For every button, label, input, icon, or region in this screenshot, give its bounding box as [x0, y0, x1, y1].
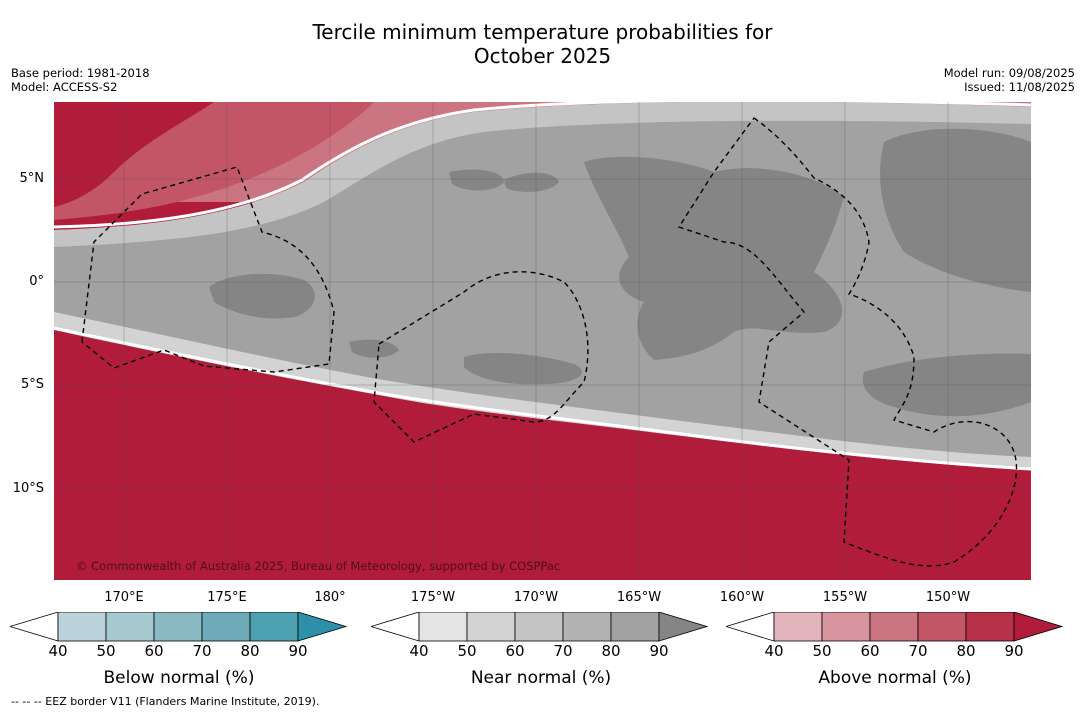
boundary-south — [54, 326, 1031, 471]
near-normal-dark-south — [464, 352, 583, 385]
above-tick-50: 50 — [812, 642, 832, 660]
above-extend-high — [1013, 612, 1064, 642]
title-line-1: Tercile minimum temperature probabilitie… — [312, 20, 773, 44]
copyright-notice: © Commonwealth of Australia 2025, Bureau… — [76, 559, 560, 573]
map-title: Tercile minimum temperature probabilitie… — [0, 20, 1085, 68]
below-segment-5 — [249, 612, 299, 642]
colorbar-above-normal — [726, 612, 1064, 642]
meta-right: Model run: 09/08/2025 Issued: 11/08/2025 — [944, 66, 1075, 94]
near-normal-dark-center — [584, 156, 844, 360]
model-name: Model: ACCESS-S2 — [11, 80, 118, 94]
near-normal-dark-patch-3 — [349, 339, 399, 358]
lon-label-165w: 165°W — [616, 590, 662, 605]
above-tick-90: 90 — [1004, 642, 1024, 660]
colorbar-below-normal — [10, 612, 348, 642]
above-segment-3 — [869, 612, 919, 642]
lon-label-170w: 170°W — [513, 590, 559, 605]
below-tick-90: 90 — [288, 642, 308, 660]
near-normal-light-south — [54, 312, 1031, 470]
above-normal-north-max — [54, 102, 214, 207]
below-tick-40: 40 — [48, 642, 68, 660]
near-segment-1 — [418, 612, 468, 642]
lon-label-160w: 160°W — [719, 590, 765, 605]
near-segment-2 — [466, 612, 516, 642]
title-line-2: October 2025 — [473, 44, 612, 68]
above-tick-80: 80 — [956, 642, 976, 660]
below-segment-4 — [201, 612, 251, 642]
lon-label-175e: 175°E — [207, 590, 247, 605]
near-extend-high — [658, 612, 709, 642]
above-segment-5 — [965, 612, 1015, 642]
below-tick-60: 60 — [144, 642, 164, 660]
lat-label-0: 0° — [29, 274, 44, 289]
lon-label-175w: 175°W — [410, 590, 456, 605]
issued-date: Issued: 11/08/2025 — [964, 80, 1075, 94]
near-normal-dark-patch — [449, 169, 504, 191]
near-tick-80: 80 — [601, 642, 621, 660]
below-segment-1 — [57, 612, 107, 642]
below-segment-3 — [153, 612, 203, 642]
gridlines — [54, 102, 1031, 580]
lon-label-170e: 170°E — [104, 590, 144, 605]
near-tick-70: 70 — [553, 642, 573, 660]
above-segment-4 — [917, 612, 967, 642]
near-segment-5 — [610, 612, 660, 642]
below-tick-50: 50 — [96, 642, 116, 660]
base-period: Base period: 1981-2018 — [11, 66, 150, 80]
lat-label-5n: 5°N — [19, 171, 45, 186]
near-segment-4 — [562, 612, 612, 642]
above-extend-low — [726, 612, 775, 642]
lat-label-10s: 10°S — [12, 481, 44, 496]
near-tick-90: 90 — [649, 642, 669, 660]
above-segment-1 — [773, 612, 823, 642]
above-segment-2 — [821, 612, 871, 642]
meta-left: Base period: 1981-2018 Model: ACCESS-S2 — [11, 66, 150, 94]
legend-label-above: Above normal (%) — [818, 668, 972, 688]
near-normal-dark-patch-2 — [504, 172, 559, 192]
eez-footnote: -- -- -- EEZ border V11 (Flanders Marine… — [11, 695, 320, 708]
lat-label-5s: 5°S — [20, 377, 44, 392]
eez-borders — [81, 117, 1018, 567]
near-normal-dark-east — [880, 128, 1031, 292]
near-tick-50: 50 — [457, 642, 477, 660]
legend-label-near: Near normal (%) — [470, 668, 612, 688]
lon-label-150w: 150°W — [925, 590, 971, 605]
colorbar-near-normal — [371, 612, 709, 642]
near-tick-40: 40 — [409, 642, 429, 660]
below-extend-low — [10, 612, 59, 642]
lon-label-155w: 155°W — [822, 590, 868, 605]
below-tick-80: 80 — [240, 642, 260, 660]
above-tick-70: 70 — [908, 642, 928, 660]
below-tick-70: 70 — [192, 642, 212, 660]
near-normal-dark-west — [209, 273, 315, 319]
above-normal-band — [54, 317, 1031, 580]
legend-label-below: Below normal (%) — [103, 668, 255, 688]
near-extend-low — [371, 612, 420, 642]
below-extend-high — [297, 612, 348, 642]
model-run: Model run: 09/08/2025 — [943, 66, 1075, 80]
boundary-north — [54, 102, 1031, 229]
below-segment-2 — [105, 612, 155, 642]
near-tick-60: 60 — [505, 642, 525, 660]
above-tick-60: 60 — [860, 642, 880, 660]
lon-label-180: 180° — [314, 590, 346, 605]
near-normal-light-north — [54, 102, 1031, 247]
above-tick-40: 40 — [764, 642, 784, 660]
probability-map: © Commonwealth of Australia 2025, Bureau… — [54, 102, 1031, 580]
near-segment-3 — [514, 612, 564, 642]
